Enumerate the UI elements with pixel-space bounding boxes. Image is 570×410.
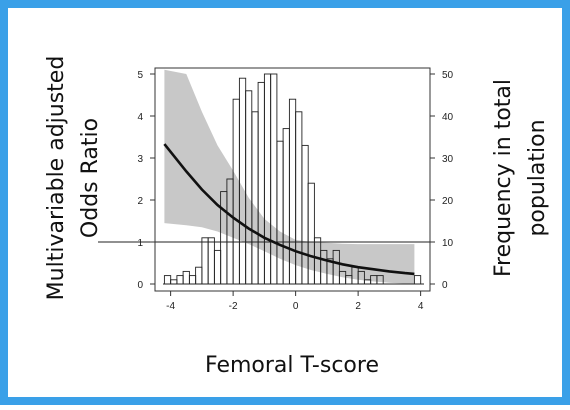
y-left-tick-label: 0 <box>137 280 143 291</box>
x-axis: -4 -2 0 2 4 <box>166 291 424 312</box>
y-right-tick-label: 0 <box>442 280 448 291</box>
y-axis-right: 0 10 20 30 40 50 <box>430 70 454 291</box>
y-right-tick-label: 20 <box>442 196 454 207</box>
odds-ratio-curve-layer <box>163 143 415 276</box>
y-left-tick-label: 2 <box>137 196 143 207</box>
y-left-tick-label: 4 <box>137 112 143 123</box>
y-label-left-line2: Odds Ratio <box>78 118 103 238</box>
y-label-right-line2: population <box>525 119 550 236</box>
x-tick-label: 2 <box>355 301 361 312</box>
x-tick-label: -4 <box>166 301 175 312</box>
plot-box <box>154 67 431 292</box>
odds-ratio-curve <box>163 143 415 276</box>
y-label-right-line1: Frequency in total <box>491 79 516 277</box>
y-right-tick-label: 10 <box>442 238 454 249</box>
x-tick-label: -2 <box>229 301 238 312</box>
x-axis-label: Femoral T-score <box>205 353 379 378</box>
y-left-tick-label: 1 <box>137 238 143 249</box>
x-tick-label: 0 <box>293 301 299 312</box>
y-right-tick-label: 40 <box>442 112 454 123</box>
x-tick-label: 4 <box>418 301 424 312</box>
y-axis-left: 0 1 2 3 4 5 <box>137 70 155 291</box>
y-left-tick-label: 5 <box>137 70 143 81</box>
y-right-tick-label: 50 <box>442 70 454 81</box>
y-right-tick-label: 30 <box>442 154 454 165</box>
y-left-tick-label: 3 <box>137 154 143 165</box>
y-label-left-line1: Multivariable adjusted <box>44 56 69 301</box>
